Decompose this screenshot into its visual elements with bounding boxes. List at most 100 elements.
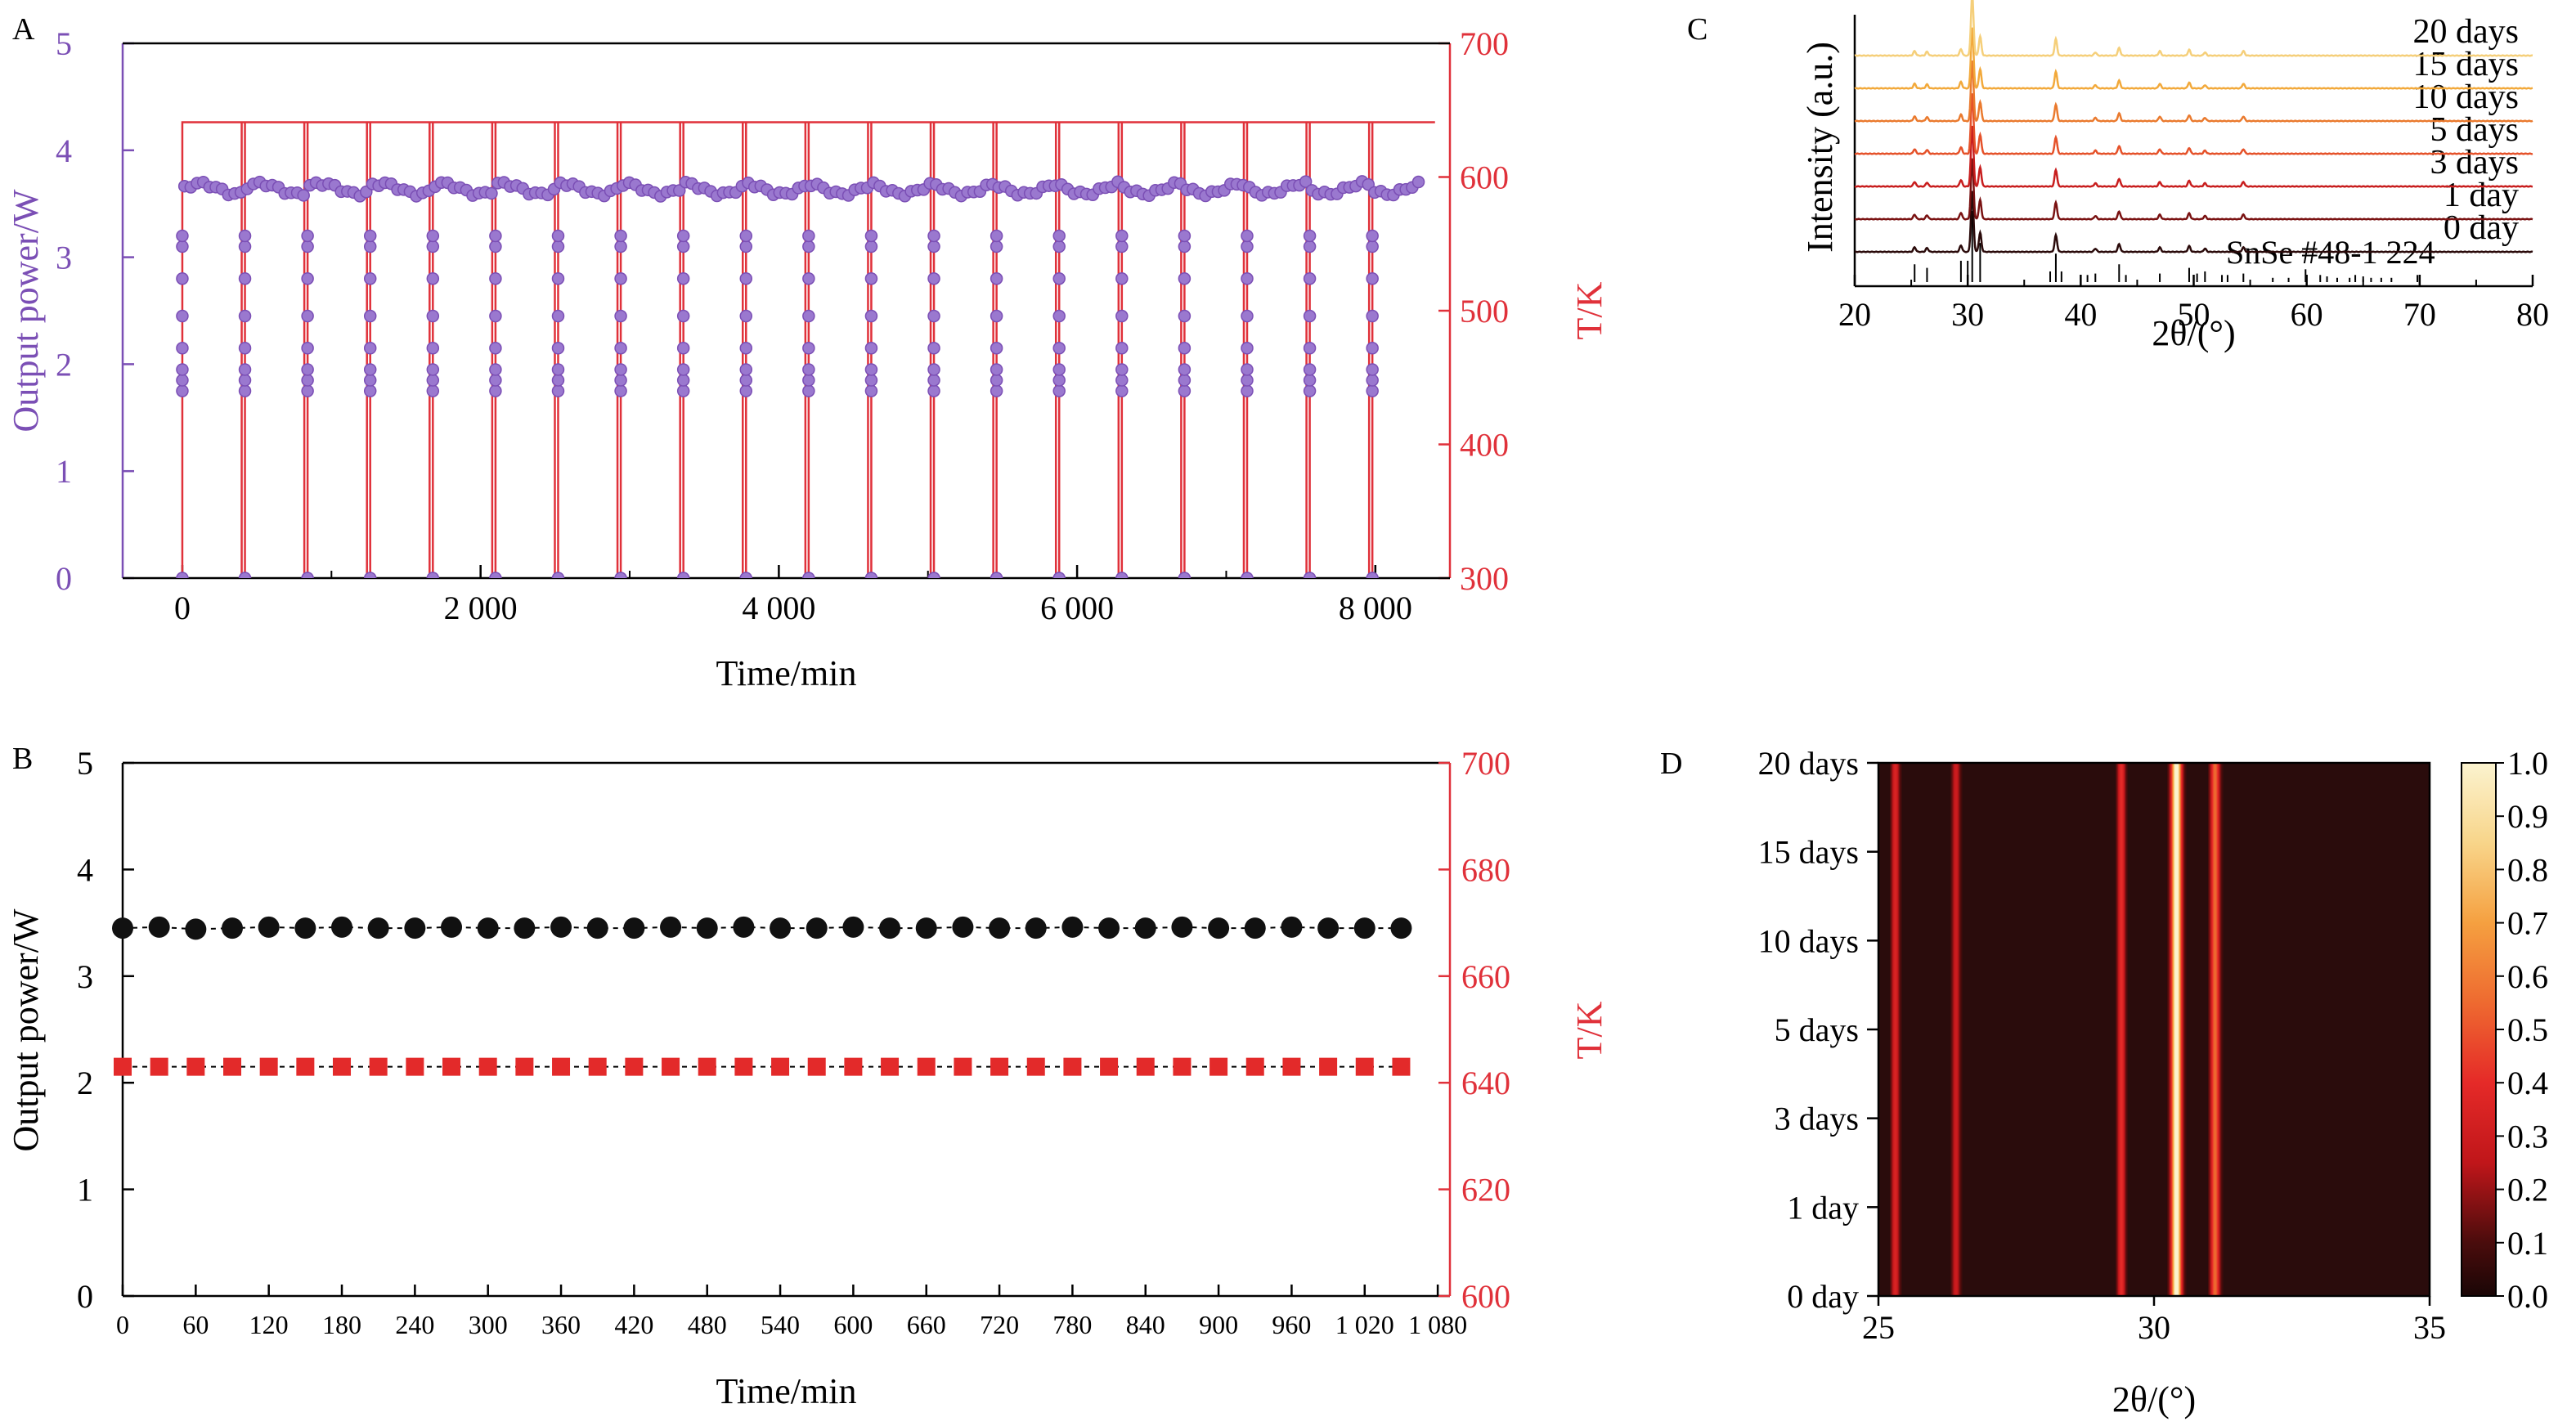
power-point [927, 272, 940, 285]
power-point [927, 240, 940, 253]
power-point [426, 374, 440, 387]
power-point [363, 572, 377, 578]
left-tick-label: 5 [56, 25, 72, 62]
heatmap-band [2175, 763, 2177, 1296]
xrd-trace [1854, 191, 2533, 253]
power-point [864, 240, 878, 253]
power-point [864, 342, 878, 355]
heatmap-band [2184, 763, 2186, 1296]
heatmap-band [2185, 763, 2187, 1296]
temperature-point [625, 1057, 644, 1076]
power-point [1178, 384, 1192, 397]
power-point [176, 272, 189, 285]
colorbar-tick-label: 1.0 [2507, 745, 2548, 782]
left-tick-label: 1 [56, 453, 72, 490]
power-point [1241, 240, 1254, 253]
heatmap-band [1894, 763, 1896, 1296]
power-point [363, 363, 377, 376]
heatmap-band [1896, 763, 1897, 1296]
power-point [148, 916, 170, 938]
power-point [489, 272, 502, 285]
heatmap-band [1891, 763, 1892, 1296]
power-point [614, 363, 627, 376]
power-point [1241, 363, 1254, 376]
heatmap-band [2171, 763, 2173, 1296]
x-tick-label: 4 000 [742, 590, 815, 626]
power-point [952, 916, 974, 938]
power-point [802, 342, 815, 355]
heatmap-band [1956, 763, 1958, 1296]
heatmap-background [1878, 763, 2430, 1296]
y-tick-label: 0 day [1787, 1278, 1859, 1315]
x-axis-label: Time/min [716, 1371, 857, 1411]
power-point [614, 240, 627, 253]
right-tick-label: 600 [1461, 1278, 1510, 1315]
power-point [1178, 374, 1192, 387]
temperature-point [406, 1057, 424, 1076]
power-point [1241, 272, 1254, 285]
power-point [864, 572, 878, 578]
colorbar-tick-label: 0.5 [2507, 1011, 2548, 1048]
right-tick-label: 660 [1461, 958, 1510, 995]
power-point [927, 229, 940, 243]
trace-label: 20 days [2413, 13, 2520, 51]
power-point [485, 186, 498, 200]
heatmap-band [1961, 763, 1963, 1296]
power-point [1241, 374, 1254, 387]
power-point [802, 272, 815, 285]
power-point [1115, 374, 1129, 387]
right-tick-label: 500 [1460, 293, 1509, 330]
x-tick-label: 600 [833, 1310, 873, 1339]
temperature-point [990, 1057, 1009, 1076]
left-tick-label: 4 [77, 851, 93, 888]
left-tick-label: 0 [77, 1278, 93, 1315]
power-point [864, 384, 878, 397]
power-point [990, 272, 1003, 285]
heatmap-band [2213, 763, 2215, 1296]
y-tick-label: 5 days [1775, 1011, 1859, 1048]
x-tick-label: 840 [1126, 1310, 1165, 1339]
temperature-point [552, 1057, 571, 1076]
power-point [990, 342, 1003, 355]
power-point [1303, 272, 1317, 285]
power-point [1052, 363, 1066, 376]
power-point [551, 363, 565, 376]
power-point [586, 917, 608, 939]
heatmap-band [2121, 763, 2123, 1296]
panel-label-a: A [12, 12, 35, 47]
x-tick-label: 660 [907, 1310, 946, 1339]
temperature-point [296, 1057, 315, 1076]
power-point [1244, 917, 1266, 939]
power-point [1025, 917, 1047, 939]
x-tick-label: 35 [2413, 1309, 2446, 1346]
power-point [1115, 309, 1129, 323]
power-point [927, 572, 940, 578]
power-point [176, 229, 189, 243]
heatmap-band [2208, 763, 2210, 1296]
heatmap-band [1958, 763, 1959, 1296]
power-point [1366, 342, 1379, 355]
x-tick-label: 0 [116, 1310, 129, 1339]
power-point [294, 917, 316, 939]
heatmap-band [2222, 763, 2224, 1296]
x-tick-label: 60 [2291, 296, 2323, 333]
power-point [614, 272, 627, 285]
power-point [990, 572, 1003, 578]
temperature-point [114, 1057, 132, 1076]
temperature-point [662, 1057, 680, 1076]
heatmap-band [2126, 763, 2128, 1296]
heatmap-band [2167, 763, 2169, 1296]
left-tick-label: 0 [56, 560, 72, 597]
trace-label: 5 days [2430, 111, 2520, 149]
power-point [990, 240, 1003, 253]
power-point [1390, 917, 1412, 939]
y-tick-label: 15 days [1758, 834, 1859, 871]
heatmap-band [1952, 763, 1954, 1296]
power-point [489, 240, 502, 253]
x-tick-label: 8 000 [1339, 590, 1412, 626]
heatmap-band [2181, 763, 2183, 1296]
temperature-point [223, 1057, 242, 1076]
heatmap-band [1960, 763, 1962, 1296]
left-tick-label: 4 [56, 132, 72, 169]
